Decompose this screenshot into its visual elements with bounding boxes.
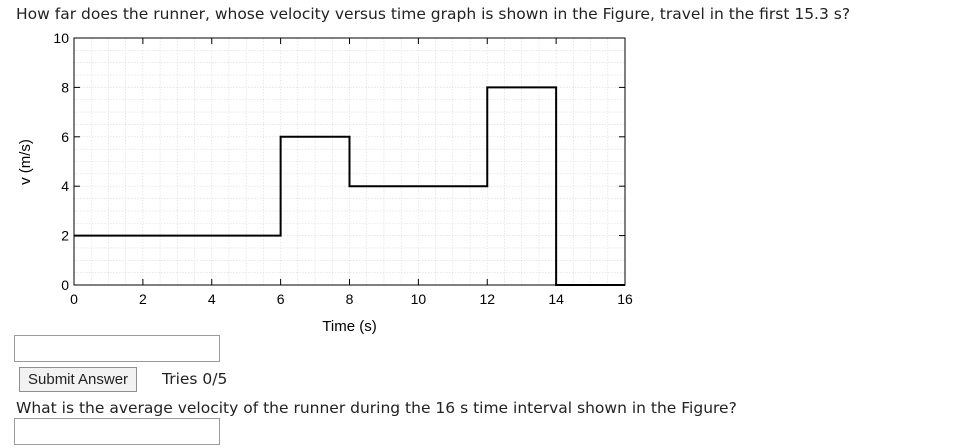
y-tick-label: 2 [61, 228, 69, 244]
x-tick-label: 8 [346, 291, 354, 307]
velocity-time-chart: 0 2 4 6 8 10 12 14 16 0 2 4 6 8 10 Time (s) v (m/s) [17, 30, 633, 335]
y-tick-labels: 0 2 4 6 8 10 [53, 30, 69, 293]
chart-grid [74, 38, 625, 285]
question-2-text: What is the average velocity of the runn… [16, 399, 737, 417]
answer-input-2[interactable] [14, 418, 220, 445]
x-tick-label: 6 [277, 291, 285, 307]
question-1-text: How far does the runner, whose velocity … [16, 5, 851, 23]
velocity-series-line [74, 86, 625, 286]
x-tick-label: 2 [139, 291, 147, 307]
y-tick-label: 10 [53, 30, 69, 46]
y-tick-label: 8 [61, 79, 69, 95]
x-tick-label: 14 [548, 291, 564, 307]
x-tick-label: 10 [411, 291, 427, 307]
y-tick-label: 4 [61, 178, 69, 194]
x-tick-label: 4 [208, 291, 216, 307]
x-tick-label: 12 [479, 291, 495, 307]
x-tick-labels: 0 2 4 6 8 10 12 14 16 [70, 291, 633, 307]
x-tick-label: 0 [70, 291, 78, 307]
y-tick-label: 0 [61, 277, 69, 293]
tries-counter: Tries 0/5 [162, 370, 228, 388]
answer-input-1[interactable] [14, 335, 220, 362]
y-tick-label: 6 [61, 129, 69, 145]
submit-answer-button[interactable]: Submit Answer [19, 367, 138, 392]
x-axis-label: Time (s) [322, 318, 376, 335]
y-axis-label: v (m/s) [17, 139, 34, 185]
x-tick-label: 16 [617, 291, 633, 307]
